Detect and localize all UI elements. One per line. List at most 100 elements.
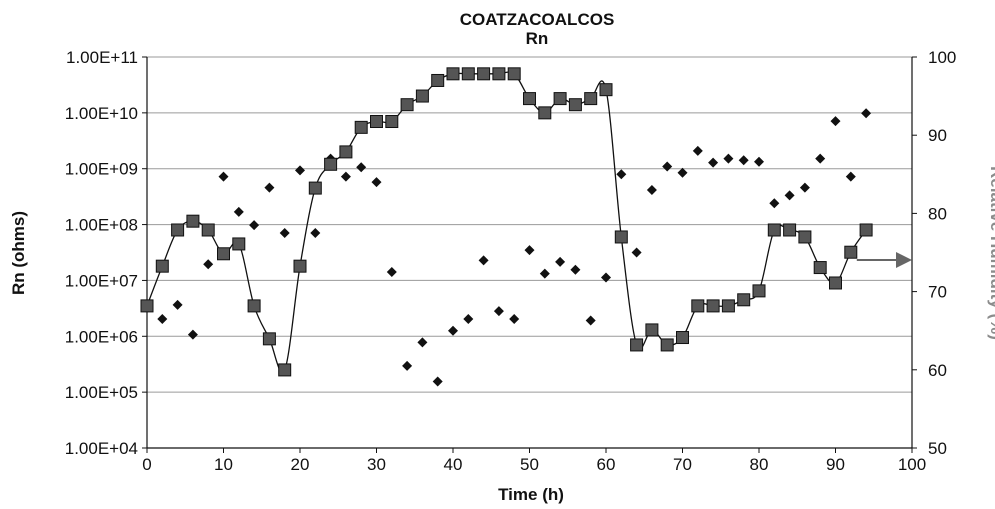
rn-point (385, 115, 399, 129)
gridlines (147, 56, 912, 393)
y-tick-labels: 1.00E+04 1.00E+05 1.00E+06 1.00E+07 1.00E+08… (65, 48, 138, 458)
rn-point (523, 92, 536, 106)
humidity-point (249, 220, 260, 231)
rn-point (140, 299, 154, 313)
humidity-point (861, 108, 872, 119)
rn-point (568, 98, 582, 112)
rn-point (201, 223, 215, 237)
humidity-point (310, 227, 321, 238)
rn-point (155, 259, 169, 273)
rn-point (676, 331, 689, 345)
rn-point (614, 230, 628, 244)
rn-point (400, 98, 414, 112)
humidity-point (493, 306, 504, 317)
y2-tick-labels: 50 60 70 80 90 100 (928, 48, 956, 458)
humidity-point (799, 182, 810, 193)
rn-point (752, 284, 766, 298)
x-tick-label: 0 (142, 455, 151, 474)
axes (142, 56, 917, 453)
humidity-point (754, 156, 764, 167)
right-axis-arrow (856, 251, 912, 268)
rn-point (721, 299, 735, 313)
rn-point (599, 83, 613, 97)
y-tick-label: 1.00E+09 (65, 160, 138, 179)
x-tick-label: 80 (750, 455, 769, 474)
humidity-point (295, 165, 305, 176)
rn-point (538, 106, 552, 120)
rn-point (232, 237, 246, 251)
humidity-point (203, 259, 214, 270)
humidity-point (784, 190, 795, 201)
rn-point (278, 363, 292, 377)
humidity-point (340, 171, 351, 182)
rn-point (844, 245, 858, 259)
humidity-point (463, 313, 474, 324)
humidity-point (187, 329, 198, 340)
rn-point (461, 67, 475, 81)
rn-point (262, 332, 276, 346)
humidity-point (769, 198, 780, 209)
rn-point (645, 323, 659, 337)
humidity-point (172, 299, 183, 310)
x-tick-label: 20 (291, 455, 310, 474)
humidity-point (616, 169, 627, 180)
rn-point (553, 92, 567, 106)
rn-point (446, 67, 460, 81)
rn-point (354, 120, 368, 134)
humidity-point (356, 162, 367, 173)
rn-point (293, 259, 307, 273)
humidity-point (646, 184, 657, 195)
humidity-point (509, 313, 520, 324)
rn-point (767, 223, 781, 237)
humidity-point (417, 337, 428, 348)
rn-point (171, 223, 185, 237)
humidity-point (524, 245, 535, 256)
x-tick-label: 70 (673, 455, 692, 474)
y-tick-label: 1.00E+07 (65, 271, 138, 290)
humidity-point (402, 360, 413, 371)
rn-point (415, 89, 429, 103)
arrow-head (896, 251, 912, 268)
rn-point (339, 145, 353, 159)
rn-point (691, 299, 705, 313)
rn-point (477, 67, 491, 81)
x-tick-label: 30 (367, 455, 386, 474)
x-tick-label: 40 (444, 455, 463, 474)
y-tick-label: 1.00E+11 (66, 48, 138, 67)
rn-point (706, 299, 720, 313)
humidity-point (708, 157, 719, 168)
chart-subtitle: Rn (526, 29, 549, 48)
y-tick-label: 1.00E+04 (65, 439, 138, 458)
data-series (140, 67, 873, 387)
rn-point (737, 293, 751, 307)
humidity-point (371, 177, 382, 188)
y2-tick-label: 50 (928, 439, 947, 458)
humidity-point (570, 264, 581, 275)
y2-tick-label: 90 (928, 126, 947, 145)
y2-tick-label: 60 (928, 361, 947, 380)
x-tick-label: 60 (597, 455, 616, 474)
humidity-point (815, 153, 826, 164)
humidity-point (279, 227, 290, 238)
rn-point (308, 181, 322, 195)
rn-point (859, 223, 873, 237)
humidity-point (264, 182, 275, 193)
rn-point (431, 73, 445, 87)
rn-point (783, 223, 797, 237)
x-tick-label: 50 (520, 455, 539, 474)
humidity-point (830, 116, 841, 127)
humidity-point (662, 161, 673, 172)
humidity-point (448, 325, 458, 336)
rn-point (370, 115, 383, 129)
humidity-point (555, 256, 566, 267)
rn-point (492, 67, 506, 81)
y2-tick-label: 70 (928, 283, 947, 302)
x-tick-label: 100 (898, 455, 926, 474)
humidity-point (723, 153, 734, 164)
y-axis-label: Rn (ohms) (9, 211, 28, 295)
humidity-point (478, 255, 489, 266)
y-tick-label: 1.00E+06 (65, 327, 138, 346)
humidity-point (585, 315, 596, 326)
rn-point (660, 338, 674, 352)
